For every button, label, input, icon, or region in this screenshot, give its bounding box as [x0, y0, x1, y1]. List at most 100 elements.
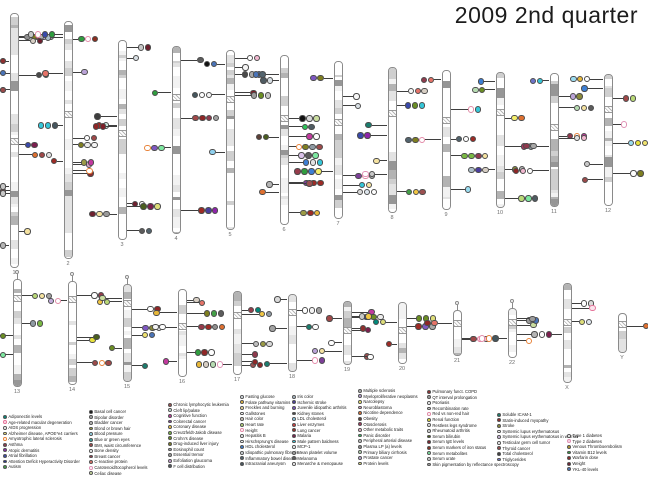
- chromosome-band: [388, 100, 396, 104]
- legend-item: Serum urate: [427, 456, 519, 462]
- association-connector-line: [558, 137, 574, 139]
- trait-association-dot: [468, 166, 475, 173]
- chromosome-band: [64, 127, 72, 135]
- association-connector-line: [461, 338, 471, 340]
- chromosome-band: [388, 90, 396, 101]
- chromosome-band: [226, 75, 234, 78]
- chromosome-band: [172, 47, 180, 53]
- chromosome-band: [398, 348, 406, 353]
- chromosome-band: [226, 63, 234, 67]
- association-connector-line: [334, 342, 343, 344]
- association-connector-line: [241, 361, 252, 363]
- trait-association-dot: [254, 307, 262, 314]
- chromosome-band: [178, 331, 186, 336]
- legend-item: Crohn's disease: [168, 436, 229, 442]
- chromosome-band: [343, 310, 351, 318]
- trait-association-dot: [48, 31, 55, 38]
- chromosome-19-ideogram: [342, 301, 352, 365]
- chromosome-7-ideogram: [333, 61, 343, 219]
- legend-item: Systemic lupus erythematosus in women: [497, 434, 578, 440]
- trait-association-dot: [80, 159, 88, 166]
- centromere: [10, 138, 18, 145]
- legend-trait-label: Testicular germ cell tumor: [502, 439, 551, 445]
- legend-column-5: Iris color Ischemic stroke Juvenile idiopa…: [292, 394, 347, 467]
- chromosome-band: [10, 67, 18, 74]
- chromosome-1-ideogram: [9, 13, 19, 268]
- centromere: [226, 96, 234, 104]
- legend-trait-label: Carotenoid/tocopherol levels: [94, 464, 148, 470]
- legend-trait-dot-icon: [89, 454, 93, 459]
- association-connector-line: [131, 334, 142, 336]
- trait-association-dot: [518, 114, 525, 122]
- chromosome-band: [10, 191, 18, 197]
- chromosome-band: [280, 125, 288, 130]
- trait-association-dot: [587, 104, 595, 112]
- chromosome-band: [10, 157, 18, 168]
- association-connector-line: [516, 340, 526, 342]
- legend-item: Blond or brown hair: [89, 426, 147, 432]
- chromosome-band: [508, 340, 516, 345]
- legend-item: MCP-1: [292, 444, 347, 450]
- legend-item: Vitamin B12 levels: [567, 450, 622, 456]
- chromosome-band: [118, 238, 126, 239]
- association-connector-line: [406, 317, 416, 319]
- trait-association-dot: [316, 143, 323, 150]
- association-connector-line: [450, 155, 462, 157]
- chromosome-band: [550, 166, 558, 170]
- legend-trait-dot-icon: [427, 445, 431, 450]
- centromere: [550, 124, 558, 132]
- legend-trait-label: Pulmonary funct. COPD: [432, 389, 478, 394]
- trait-association-dot: [318, 357, 326, 364]
- legend-trait-label: Narcolepsy: [363, 399, 385, 405]
- legend-trait-label: Soluble ICAM-1: [502, 412, 532, 417]
- trait-association-dot: [147, 203, 154, 210]
- chromosome-band: [13, 306, 21, 312]
- chromosome-band: [233, 292, 241, 302]
- legend-item: Total cholesterol: [497, 451, 578, 457]
- trait-association-dot: [642, 322, 648, 330]
- legend-trait-dot-icon: [497, 418, 501, 423]
- trait-association-dot: [629, 95, 636, 102]
- chromosome-band: [604, 126, 612, 131]
- chromosome-band: [398, 359, 406, 363]
- legend-item: Renal function: [427, 417, 519, 423]
- chromosome-band: [123, 330, 131, 336]
- chromosome-band: [10, 248, 18, 258]
- legend-trait-label: Systemic lupus erythematosus: [502, 428, 560, 434]
- chromosome-label: 12: [604, 208, 612, 214]
- chromosome-band: [118, 224, 126, 234]
- chromosome-band: [118, 51, 126, 55]
- chromosome-band: [563, 368, 571, 372]
- legend-trait-dot-icon: [567, 445, 571, 449]
- chromosome-band: [118, 77, 126, 81]
- trait-association-dot: [203, 310, 211, 317]
- association-connector-line: [110, 301, 123, 303]
- legend-trait-dot-icon: [567, 439, 571, 444]
- chromosome-band: [68, 304, 76, 312]
- trait-association-dot: [198, 207, 205, 214]
- chromosome-band: [10, 95, 18, 103]
- association-connector-line: [76, 294, 92, 296]
- trait-association-dot: [96, 210, 103, 218]
- legend-item: Kidney stones: [292, 411, 347, 417]
- legend-trait-label: Blond or brown hair: [94, 425, 131, 431]
- association-connector-line: [342, 184, 360, 186]
- trait-association-dot: [627, 139, 635, 147]
- legend-item: Statin-induced myopathy: [497, 418, 578, 424]
- trait-association-dot: [529, 77, 537, 85]
- chromosome-band: [172, 231, 180, 233]
- chromosome-band: [118, 113, 126, 119]
- trait-association-dot: [475, 152, 482, 159]
- legend-item: Hirschsprung's disease: [240, 439, 298, 445]
- trait-association-dot: [99, 295, 106, 302]
- chromosome-band: [10, 196, 18, 205]
- chromosome-band: [604, 85, 612, 89]
- trait-association-dot: [373, 157, 380, 164]
- legend-column-2: Basal cell cancer Bipolar disorder Bladder…: [89, 409, 147, 476]
- chromosome-band: [496, 171, 504, 179]
- trait-association-dot: [212, 323, 219, 330]
- chromosome-band: [496, 165, 504, 172]
- chromosome-band: [118, 98, 126, 104]
- chromosome-band: [343, 357, 351, 362]
- trait-association-dot: [217, 310, 225, 317]
